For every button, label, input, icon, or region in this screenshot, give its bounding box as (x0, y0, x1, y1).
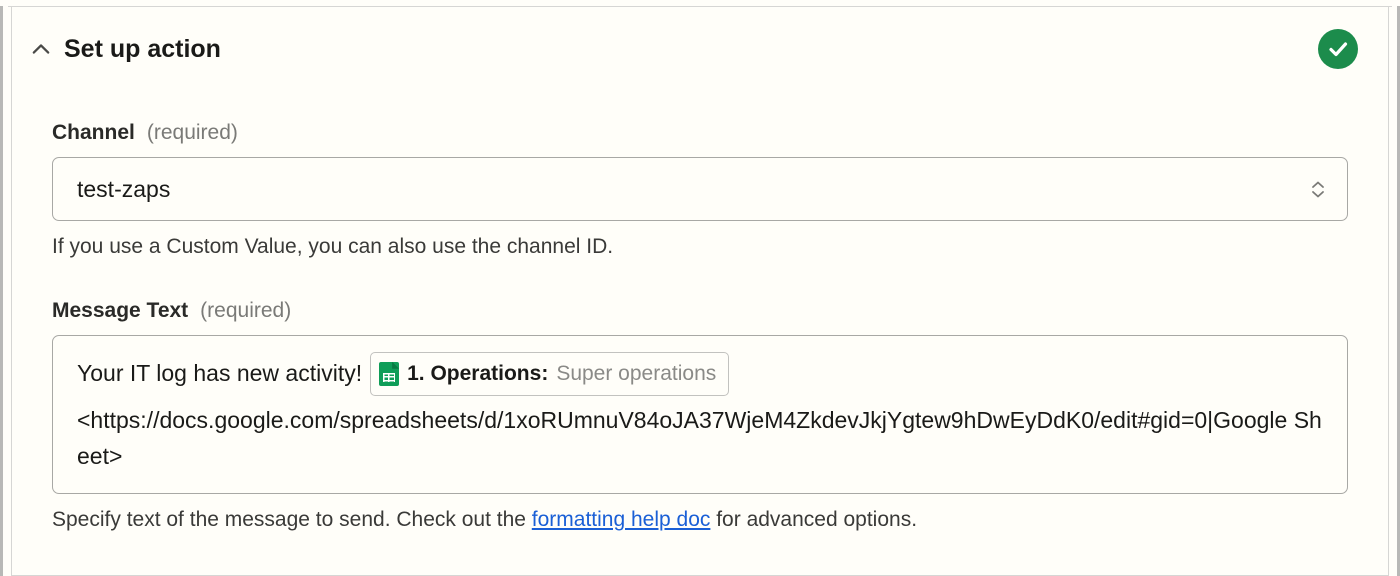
channel-label-row: Channel (required) (52, 121, 1348, 145)
message-required: (required) (200, 299, 291, 323)
sheets-icon (379, 362, 399, 386)
formatting-help-link[interactable]: formatting help doc (532, 508, 711, 531)
form-area: Channel (required) test-zaps If you use … (32, 121, 1368, 532)
channel-label: Channel (52, 121, 135, 145)
pill-strong: 1. Operations: (407, 357, 548, 391)
action-panel: Set up action Channel (required) test-za… (11, 6, 1389, 576)
channel-field: Channel (required) test-zaps If you use … (52, 121, 1348, 259)
pill-light: Super operations (556, 357, 716, 391)
chevron-up-icon (32, 43, 50, 55)
channel-value: test-zaps (77, 176, 170, 203)
channel-required: (required) (147, 121, 238, 145)
outer-frame: Set up action Channel (required) test-za… (0, 6, 1400, 576)
message-field: Message Text (required) Your IT log has … (52, 299, 1348, 532)
message-label-row: Message Text (required) (52, 299, 1348, 323)
channel-select[interactable]: test-zaps (52, 157, 1348, 221)
updown-icon (1311, 181, 1325, 198)
message-help-suffix: for advanced options. (710, 508, 917, 531)
status-complete-badge (1318, 29, 1358, 69)
section-header-left: Set up action (32, 35, 221, 64)
channel-help: If you use a Custom Value, you can also … (52, 235, 1348, 259)
mapped-field-pill[interactable]: 1. Operations: Super operations (370, 352, 729, 396)
message-label: Message Text (52, 299, 188, 323)
section-header[interactable]: Set up action (32, 29, 1368, 69)
message-url: <https://docs.google.com/spreadsheets/d/… (77, 402, 1323, 476)
message-textarea[interactable]: Your IT log has new activity! 1. Operati… (52, 335, 1348, 494)
message-help: Specify text of the message to send. Che… (52, 508, 1348, 532)
message-line-1: Your IT log has new activity! 1. Operati… (77, 352, 1323, 396)
message-help-prefix: Specify text of the message to send. Che… (52, 508, 532, 531)
section-title: Set up action (64, 35, 221, 64)
message-prefix: Your IT log has new activity! (77, 355, 362, 392)
